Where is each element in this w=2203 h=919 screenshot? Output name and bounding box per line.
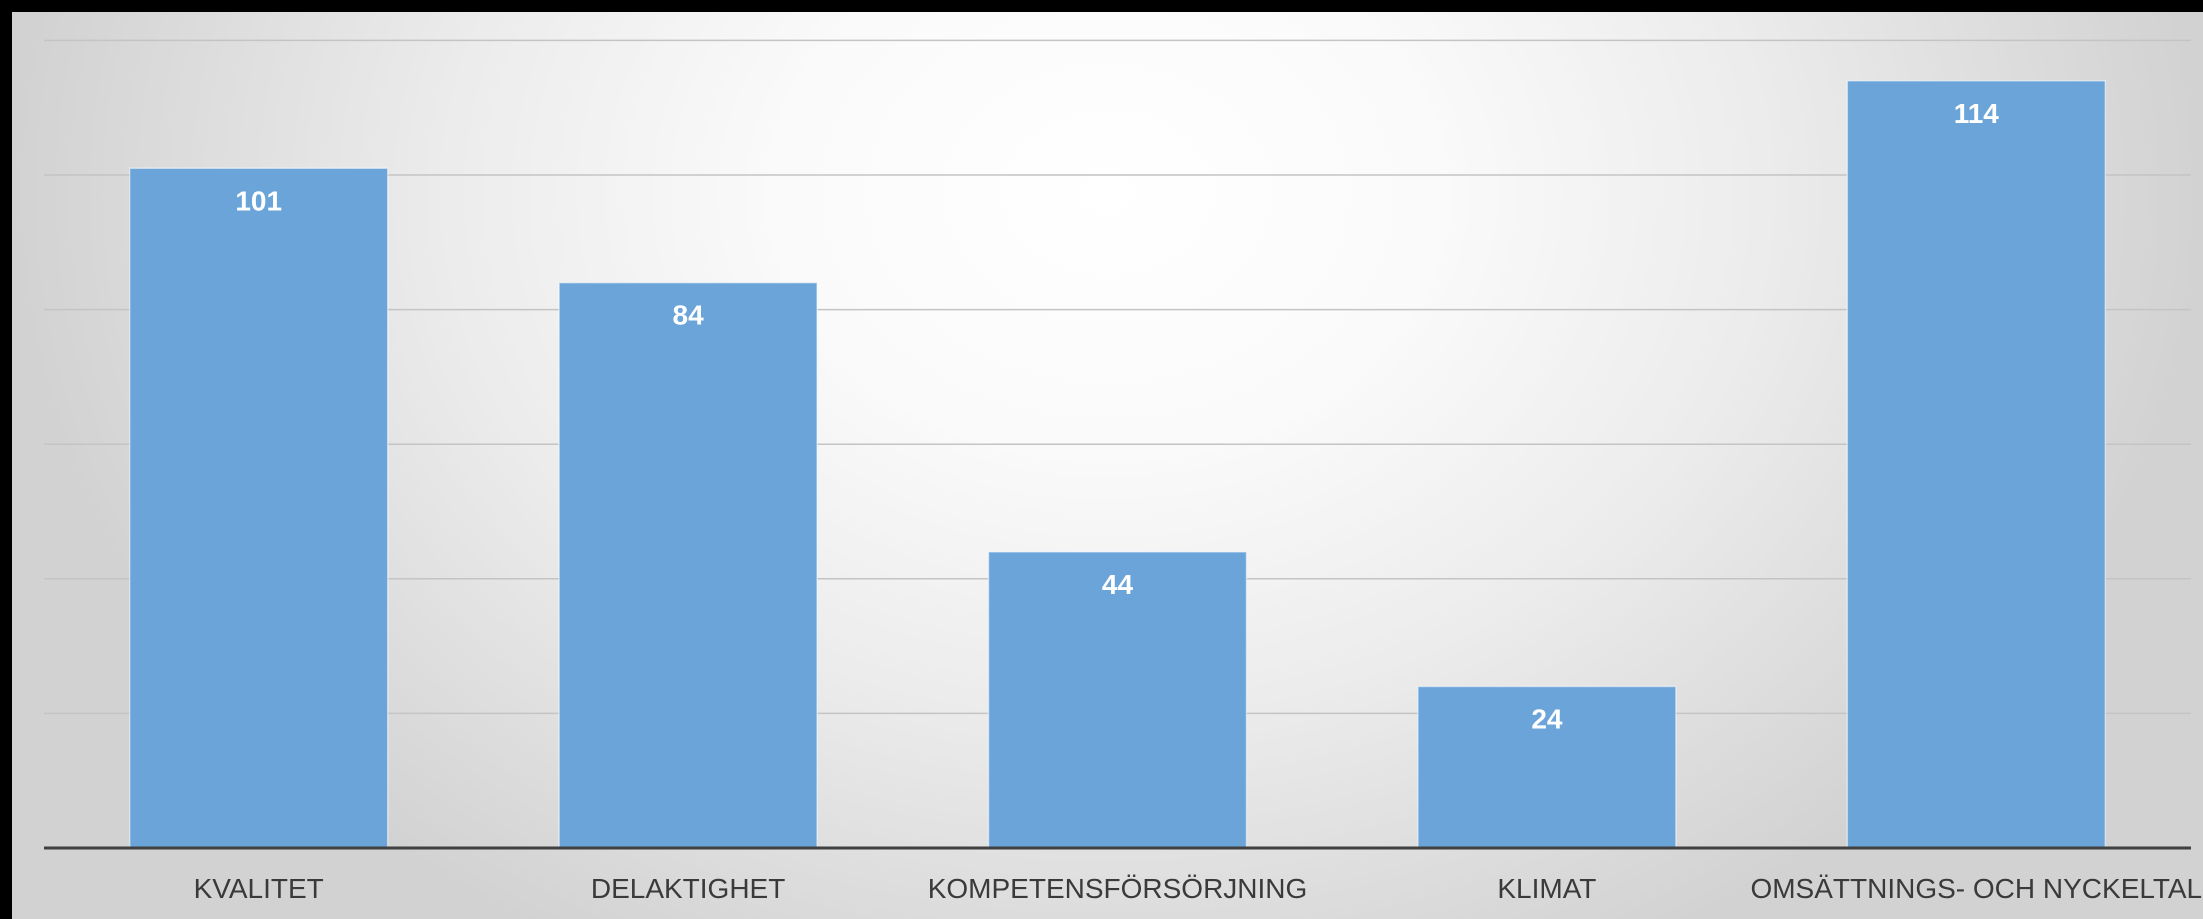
x-tick-label: KLIMAT xyxy=(1497,873,1596,904)
data-label: 44 xyxy=(1102,569,1134,600)
bars xyxy=(128,80,2107,849)
bar xyxy=(987,551,1248,849)
data-label: 24 xyxy=(1531,703,1563,734)
x-tick-label: DELAKTIGHET xyxy=(591,873,785,904)
x-tick-label: KVALITET xyxy=(194,873,324,904)
data-label: 84 xyxy=(673,300,705,331)
data-labels: 101 84 44 24 114 xyxy=(235,98,1999,735)
bar xyxy=(558,281,818,849)
x-tick-label: OMSÄTTNINGS- OCH NYCKELTAL xyxy=(1750,873,2202,904)
data-label: 114 xyxy=(1954,98,2000,129)
data-label: 101 xyxy=(235,185,282,216)
x-tick-labels: KVALITET DELAKTIGHET KOMPETENSFÖRSÖRJNING K… xyxy=(194,873,2203,904)
bar xyxy=(1846,80,2107,849)
x-tick-label: KOMPETENSFÖRSÖRJNING xyxy=(928,873,1308,904)
bar xyxy=(128,167,389,849)
